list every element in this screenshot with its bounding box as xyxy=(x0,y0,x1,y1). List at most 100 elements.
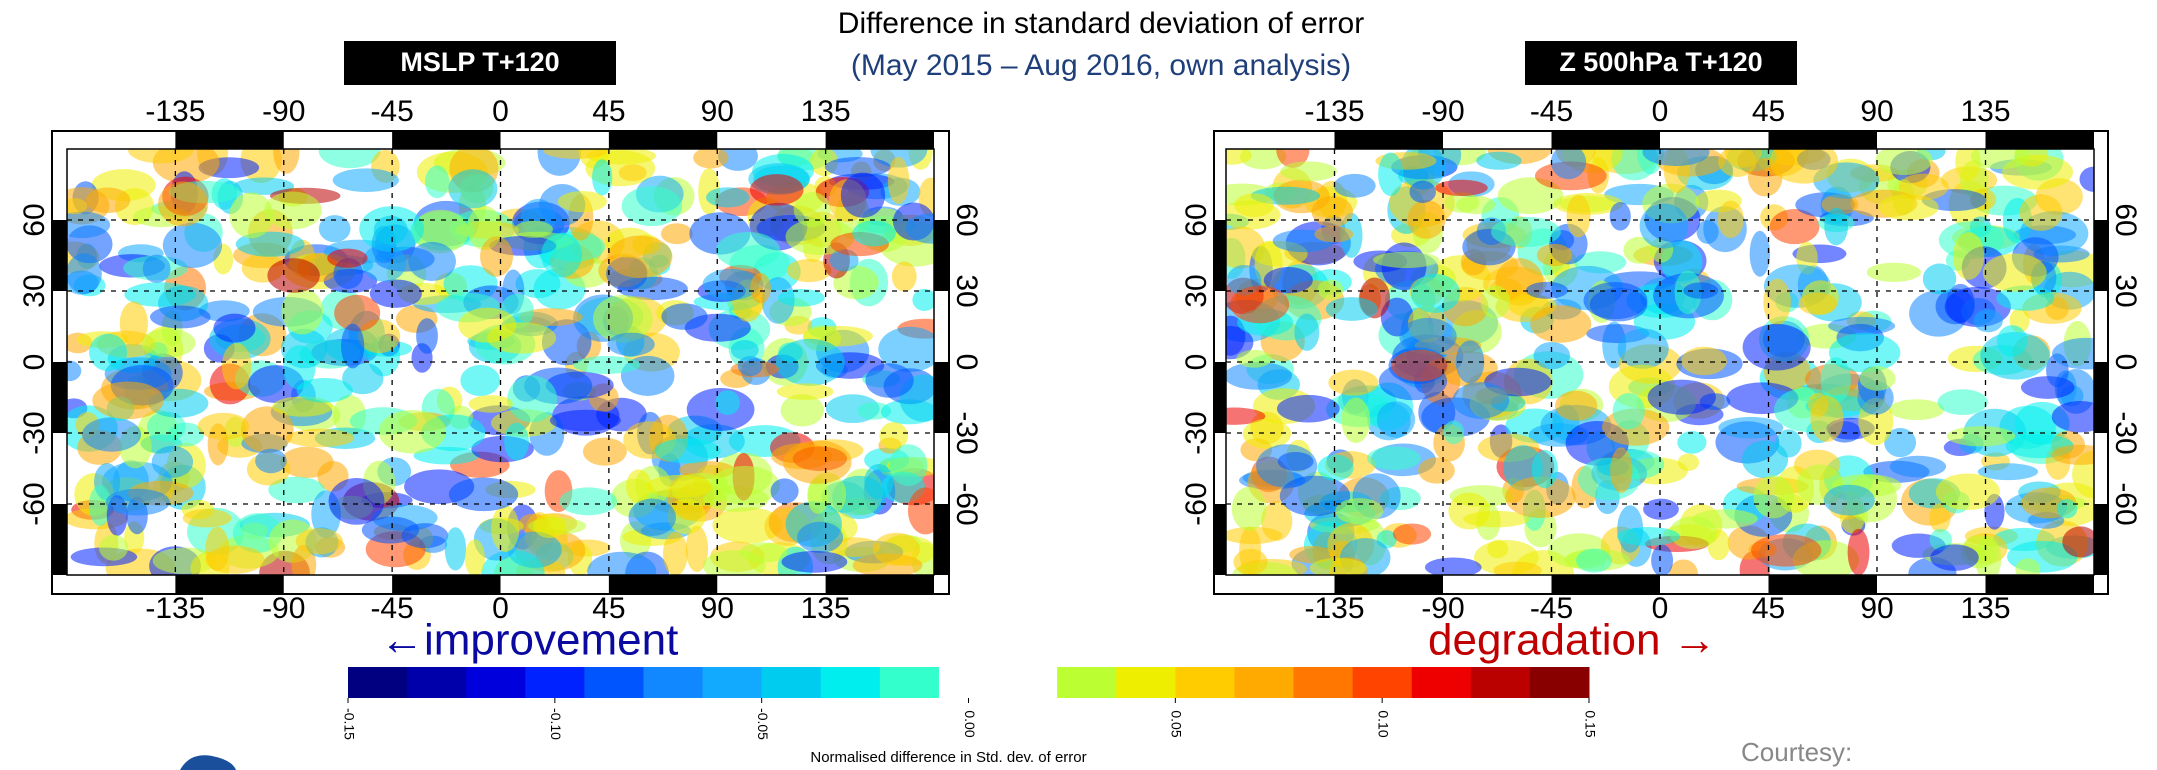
field-blob xyxy=(318,215,351,243)
field-blob xyxy=(1277,452,1314,471)
lon-tick-label: 45 xyxy=(592,95,625,128)
field-blob xyxy=(1226,407,1266,425)
field-blob xyxy=(786,258,832,283)
scale-strip xyxy=(52,220,67,291)
map-label: Z 500hPa T+120 xyxy=(1559,47,1762,77)
field-blob xyxy=(1550,149,1587,180)
field-blob xyxy=(1742,440,1789,479)
field-blob xyxy=(327,248,368,268)
field-blob xyxy=(1399,317,1457,355)
scale-strip xyxy=(2094,220,2108,291)
error-field xyxy=(67,149,934,575)
field-blob xyxy=(2056,499,2078,519)
field-blob xyxy=(332,168,399,192)
logo xyxy=(180,755,236,770)
field-blob xyxy=(1623,236,1655,264)
lon-tick-label: -45 xyxy=(1530,592,1573,625)
lat-tick-label: 0 xyxy=(2109,354,2142,371)
field-blob xyxy=(557,190,607,213)
field-blob xyxy=(67,360,82,382)
degradation-label: degradation → xyxy=(1428,616,1717,665)
field-blob xyxy=(1531,449,1558,489)
field-blob xyxy=(750,272,771,304)
field-blob xyxy=(1480,285,1511,319)
field-blob xyxy=(777,288,825,307)
field-blob xyxy=(1824,207,1848,246)
field-blob xyxy=(99,534,129,561)
field-blob xyxy=(268,476,325,504)
lat-tick-label: -60 xyxy=(950,482,983,525)
field-blob xyxy=(1373,251,1440,269)
colorbar-swatch xyxy=(820,667,881,698)
scale-strip xyxy=(1214,362,1226,433)
field-blob xyxy=(1392,523,1432,545)
field-blob xyxy=(1242,418,1292,449)
field-blob xyxy=(1234,193,1274,218)
field-blob xyxy=(197,412,250,440)
field-blob xyxy=(468,395,513,413)
field-blob xyxy=(621,186,683,227)
field-blob xyxy=(264,191,322,230)
lat-tick-label: -60 xyxy=(1180,482,1213,525)
lon-tick-label: 90 xyxy=(701,95,734,128)
lon-tick-label: -135 xyxy=(1304,592,1364,625)
field-blob xyxy=(1922,263,1957,295)
field-blob xyxy=(1973,309,2003,333)
field-blob xyxy=(824,157,891,177)
field-blob xyxy=(1476,151,1522,170)
colorbar-label: Normalised difference in Std. dev. of er… xyxy=(810,749,1086,766)
field-blob xyxy=(793,192,831,228)
field-blob xyxy=(1798,292,1838,315)
colorbar-tick-label: -0.10 xyxy=(548,708,564,740)
field-blob xyxy=(730,340,759,360)
field-blob xyxy=(878,326,934,372)
field-blob xyxy=(852,220,896,247)
field-blob xyxy=(2051,400,2094,433)
field-blob xyxy=(1452,382,1510,419)
lon-tick-label: 45 xyxy=(1752,95,1785,128)
field-blob xyxy=(1668,559,1698,575)
field-blob xyxy=(1231,486,1267,531)
scale-strip xyxy=(392,131,501,149)
field-blob xyxy=(1982,253,2047,292)
field-blob xyxy=(1696,219,1719,244)
field-blob xyxy=(1236,349,1273,368)
field-blob xyxy=(67,211,111,239)
field-blob xyxy=(1889,455,1947,478)
field-blob xyxy=(1828,332,1901,373)
field-blob xyxy=(840,172,886,218)
colorbar-swatch xyxy=(525,667,585,698)
field-blob xyxy=(1230,285,1290,324)
field-blob xyxy=(141,328,196,358)
field-blob xyxy=(628,498,676,537)
colorbar-swatch xyxy=(1234,667,1295,698)
field-blob xyxy=(1493,561,1542,575)
colorbar-swatch xyxy=(1293,667,1354,698)
field-blob xyxy=(221,342,252,390)
field-blob xyxy=(158,181,209,227)
field-blob xyxy=(240,406,294,453)
field-blob xyxy=(1418,457,1455,484)
field-blob xyxy=(807,477,829,515)
lon-tick-label: 90 xyxy=(1860,95,1893,128)
field-blob xyxy=(1820,357,1851,404)
lat-tick-label: 30 xyxy=(950,274,983,307)
colorbar-swatch xyxy=(1529,667,1590,698)
field-blob xyxy=(1280,161,1337,182)
lat-tick-label: 30 xyxy=(2109,274,2142,307)
colorbar-swatch xyxy=(702,667,763,698)
field-blob xyxy=(912,288,934,311)
field-blob xyxy=(607,235,673,279)
field-blob xyxy=(1742,323,1811,371)
field-blob xyxy=(1576,548,1612,573)
field-blob xyxy=(905,213,934,244)
colorbar-swatch xyxy=(1411,667,1472,698)
field-blob xyxy=(781,550,848,573)
lat-tick-label: 0 xyxy=(950,354,983,371)
field-blob xyxy=(1952,232,1985,280)
field-blob xyxy=(1443,420,1465,445)
field-blob xyxy=(667,498,706,535)
lon-tick-label: -90 xyxy=(262,95,305,128)
field-blob xyxy=(88,485,112,526)
colorbar-tick-label: 0.05 xyxy=(1169,710,1185,737)
